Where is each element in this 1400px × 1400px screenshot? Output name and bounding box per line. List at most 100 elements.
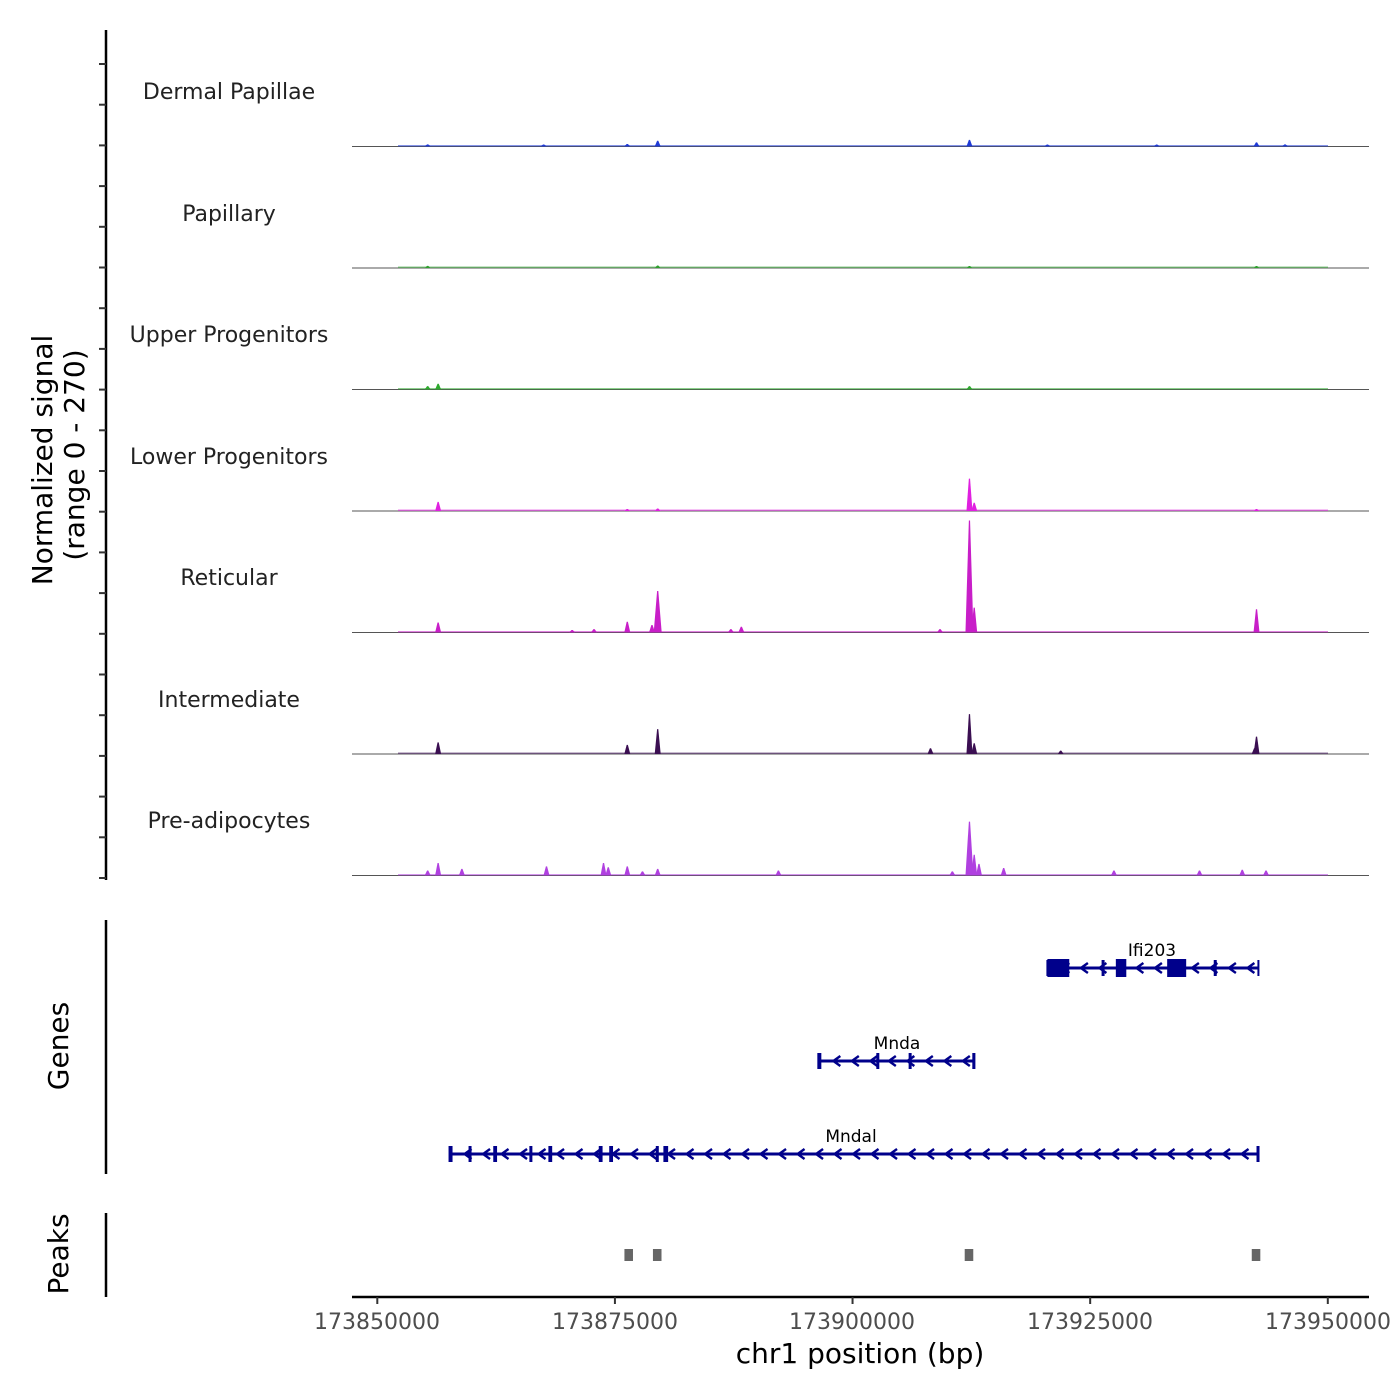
- coverage-peak: [424, 870, 431, 876]
- coverage-noise: [398, 388, 1328, 390]
- track-label-5: Intermediate: [158, 688, 300, 713]
- coverage-peak: [1000, 868, 1007, 876]
- coverage-peak: [424, 144, 431, 147]
- strand-arrow: [906, 1148, 917, 1160]
- strand-arrow: [943, 1148, 954, 1160]
- gene-label-mnda: Mnda: [874, 1034, 921, 1054]
- strand-arrow: [869, 1148, 880, 1160]
- gene-exon: [655, 1146, 659, 1162]
- coverage-peak: [605, 867, 612, 876]
- strand-arrow: [832, 1148, 843, 1160]
- coverage-peak: [936, 629, 943, 633]
- strand-arrow: [702, 1148, 713, 1160]
- gene-exon: [1256, 1146, 1260, 1162]
- coverage-peak: [971, 854, 978, 876]
- coverage-peak: [1263, 870, 1270, 876]
- gene-exon: [1115, 959, 1127, 977]
- coverage-noise: [398, 874, 1328, 876]
- strand-arrow: [1091, 1148, 1102, 1160]
- coverage-peak: [1282, 144, 1289, 147]
- coverage-peak: [738, 626, 745, 633]
- coverage-peak: [591, 629, 598, 633]
- coverage-peak: [966, 266, 973, 268]
- coverage-track-5: [352, 714, 1369, 755]
- coverage-noise: [398, 145, 1328, 147]
- x-tick-label-4: 173950000: [1265, 1310, 1391, 1335]
- strand-arrow: [831, 1055, 842, 1067]
- coverage-peak: [965, 821, 974, 876]
- strand-arrow: [813, 1148, 824, 1160]
- track-label-2: Upper Progenitors: [130, 323, 329, 348]
- coverage-noise: [398, 266, 1328, 268]
- track-labels: Dermal Papillae Papillary Upper Progenit…: [130, 80, 329, 834]
- peak-mark: [624, 1249, 633, 1261]
- coverage-peak: [648, 625, 655, 633]
- coverage-peak: [927, 748, 934, 754]
- peak-mark: [1251, 1249, 1261, 1261]
- strand-arrow: [1054, 1148, 1065, 1160]
- x-tick-label-0: 173850000: [314, 1310, 440, 1335]
- coverage-peak: [435, 501, 442, 511]
- coverage-peak: [1057, 750, 1064, 754]
- gene-exon: [529, 1146, 533, 1162]
- track-label-6: Pre-adipocytes: [148, 809, 311, 834]
- strand-arrow: [1152, 962, 1163, 974]
- gene-exon: [548, 1146, 553, 1162]
- gene-exon: [876, 1053, 880, 1069]
- gene-exon: [598, 1146, 603, 1162]
- gene-exon: [493, 1146, 498, 1162]
- gene-exon: [1101, 960, 1105, 976]
- coverage-y-ticks: [99, 63, 106, 879]
- coverage-peak: [1044, 144, 1051, 147]
- strand-arrow: [1189, 962, 1200, 974]
- strand-arrow: [1146, 1148, 1157, 1160]
- strand-arrow: [499, 1148, 510, 1160]
- track-label-4: Reticular: [180, 566, 278, 591]
- coverage-peak: [775, 870, 782, 876]
- peak-mark: [652, 1249, 662, 1261]
- strand-arrow: [905, 1055, 916, 1067]
- coverage-peak: [435, 742, 442, 754]
- gene-exon: [1213, 960, 1217, 976]
- coverage-peak: [1253, 509, 1260, 511]
- coverage-peak: [1153, 144, 1160, 147]
- coverage-peak: [435, 863, 442, 876]
- track-label-3: Lower Progenitors: [130, 445, 328, 470]
- gene-mndal: [448, 1146, 1260, 1162]
- gene-exon: [1047, 959, 1070, 977]
- peaks-ylabel: Peaks: [42, 1213, 75, 1294]
- coverage-peak: [543, 866, 550, 876]
- strand-arrow: [868, 1055, 879, 1067]
- x-ticks: [376, 1297, 1329, 1304]
- gene-exon: [1167, 959, 1187, 977]
- strand-arrow: [721, 1148, 732, 1160]
- coverage-peak: [435, 622, 442, 633]
- strand-arrow: [739, 1148, 750, 1160]
- coverage-peak: [949, 871, 956, 876]
- strand-arrow: [849, 1055, 860, 1067]
- gene-ifi203: [1046, 959, 1260, 977]
- strand-arrow: [887, 1148, 898, 1160]
- gene-exon: [818, 1053, 822, 1069]
- peak-mark: [964, 1249, 974, 1261]
- coverage-peak: [975, 863, 982, 876]
- gene-exon: [663, 1146, 669, 1162]
- strand-arrow: [942, 1055, 953, 1067]
- strand-arrow: [517, 1148, 528, 1160]
- strand-arrow: [1072, 1148, 1083, 1160]
- strand-arrow: [647, 1148, 658, 1160]
- strand-arrow: [1245, 962, 1256, 974]
- coverage-peak: [966, 478, 973, 511]
- strand-arrow: [758, 1148, 769, 1160]
- coverage-peak: [624, 866, 631, 876]
- coverage-peak: [639, 871, 646, 876]
- strand-arrow: [554, 1148, 565, 1160]
- strand-arrow: [1165, 1148, 1176, 1160]
- track-label-0: Dermal Papillae: [143, 80, 315, 105]
- coverage-peak: [654, 508, 661, 511]
- coverage-noise: [398, 752, 1328, 754]
- strand-arrow: [591, 1148, 602, 1160]
- coverage-peak: [971, 502, 978, 511]
- coverage-peak: [424, 265, 431, 268]
